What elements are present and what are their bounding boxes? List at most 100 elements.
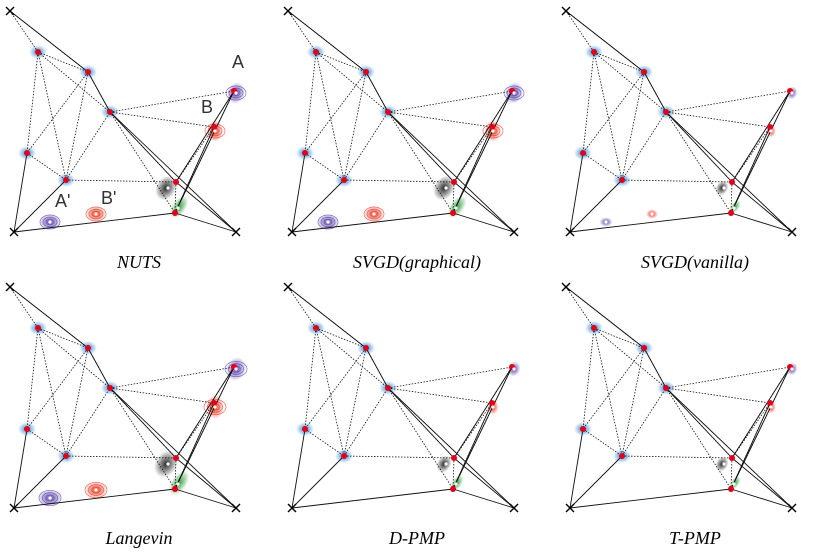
panel-caption: NUTS <box>116 252 161 272</box>
panel-langevin: Langevin <box>0 276 278 552</box>
node-dot <box>302 150 308 156</box>
dotted-edge <box>621 455 733 459</box>
dotted-edge <box>287 10 317 53</box>
dotted-edge <box>665 111 732 214</box>
dotted-edge <box>453 126 493 183</box>
dotted-edge <box>452 457 455 490</box>
dotted-edge <box>730 181 733 214</box>
dotted-edge <box>304 51 317 154</box>
dotted-edge <box>65 179 177 183</box>
dotted-edge <box>731 126 771 183</box>
dotted-edge <box>665 366 791 389</box>
solid-edge <box>452 212 515 233</box>
node-dot <box>728 210 734 216</box>
node-dot <box>313 49 319 55</box>
solid-edge <box>291 455 345 509</box>
dotted-edge <box>37 327 67 457</box>
mode-center-dot <box>512 367 516 371</box>
node-dot <box>85 69 91 75</box>
mode-center-dot <box>732 206 736 210</box>
solid-edge <box>731 90 791 183</box>
node-dot <box>211 400 217 406</box>
mode-center-dot <box>454 482 458 486</box>
dotted-edge <box>37 51 67 181</box>
mode-center-dot <box>234 91 238 95</box>
node-dot <box>63 453 69 459</box>
solid-edge <box>453 366 513 459</box>
node-dot <box>641 69 647 75</box>
contour-ring <box>87 484 105 496</box>
anchor-cross-icon <box>787 503 797 513</box>
node-dot <box>619 453 625 459</box>
panel-caption: SVGD(graphical) <box>353 252 481 272</box>
solid-edge <box>13 455 67 509</box>
node-dot <box>489 124 495 130</box>
anchor-cross-icon <box>561 282 571 292</box>
dotted-edge <box>304 327 317 430</box>
solid-edge <box>387 387 515 509</box>
solid-edge <box>731 366 791 459</box>
anchor-cross-icon <box>509 227 519 237</box>
dotted-edge <box>387 366 513 389</box>
solid-edge <box>109 111 177 183</box>
solid-edge <box>174 402 215 490</box>
solid-edge <box>291 488 454 509</box>
node-dot <box>729 179 735 185</box>
mode-center-dot <box>769 405 773 409</box>
dotted-edge <box>665 387 732 490</box>
black-density-blob <box>154 450 178 478</box>
panel-caption: Langevin <box>105 528 173 548</box>
dotted-edge <box>65 71 89 181</box>
solid-edge <box>174 212 237 233</box>
node-dot <box>24 150 30 156</box>
node-dot <box>385 385 391 391</box>
solid-edge <box>9 286 89 349</box>
contour-ring <box>369 210 379 218</box>
solid-edge <box>730 126 771 214</box>
dotted-edge <box>343 347 367 457</box>
solid-edge <box>565 286 645 349</box>
dotted-edge <box>315 327 389 389</box>
dotted-edge <box>621 179 733 183</box>
anchor-cross-icon <box>509 503 519 513</box>
dotted-edge <box>304 71 367 154</box>
solid-edge <box>87 71 111 113</box>
node-dot <box>173 455 179 461</box>
dotted-edge <box>9 286 39 329</box>
solid-edge <box>665 387 733 459</box>
solid-edge <box>9 10 89 73</box>
node-dot <box>450 486 456 492</box>
graph-plot <box>283 282 521 513</box>
node-dot <box>767 124 773 130</box>
black-density-blob <box>715 456 729 472</box>
dotted-edge <box>287 286 317 329</box>
dotted-edge <box>731 402 771 459</box>
dotted-edge <box>565 286 595 329</box>
mode-center-dot <box>94 488 98 492</box>
anchor-cross-icon <box>231 227 241 237</box>
dotted-edge <box>109 366 235 389</box>
dotted-edge <box>387 387 454 490</box>
contour-ring <box>45 218 55 226</box>
dotted-edge <box>65 111 111 181</box>
mode-center-dot <box>722 462 726 466</box>
dotted-edge <box>26 51 39 154</box>
node-dot <box>363 345 369 351</box>
dotted-edge <box>621 71 645 181</box>
point-label-a: A <box>232 52 244 72</box>
mode-center-dot <box>512 91 516 95</box>
dotted-edge <box>65 455 177 459</box>
solid-edge <box>452 126 493 214</box>
solid-edge <box>13 179 67 233</box>
solid-edge <box>174 366 235 490</box>
solid-edge <box>13 212 176 233</box>
solid-edge <box>453 90 513 183</box>
black-density-blob <box>436 455 452 473</box>
anchor-cross-icon <box>9 503 19 513</box>
dotted-edge <box>582 428 623 457</box>
panel-svgd-vanilla: SVGD(vanilla) <box>556 0 834 276</box>
node-dot <box>451 179 457 185</box>
solid-edge <box>387 111 515 233</box>
mode-center-dot <box>234 367 238 371</box>
anchor-cross-icon <box>565 227 575 237</box>
